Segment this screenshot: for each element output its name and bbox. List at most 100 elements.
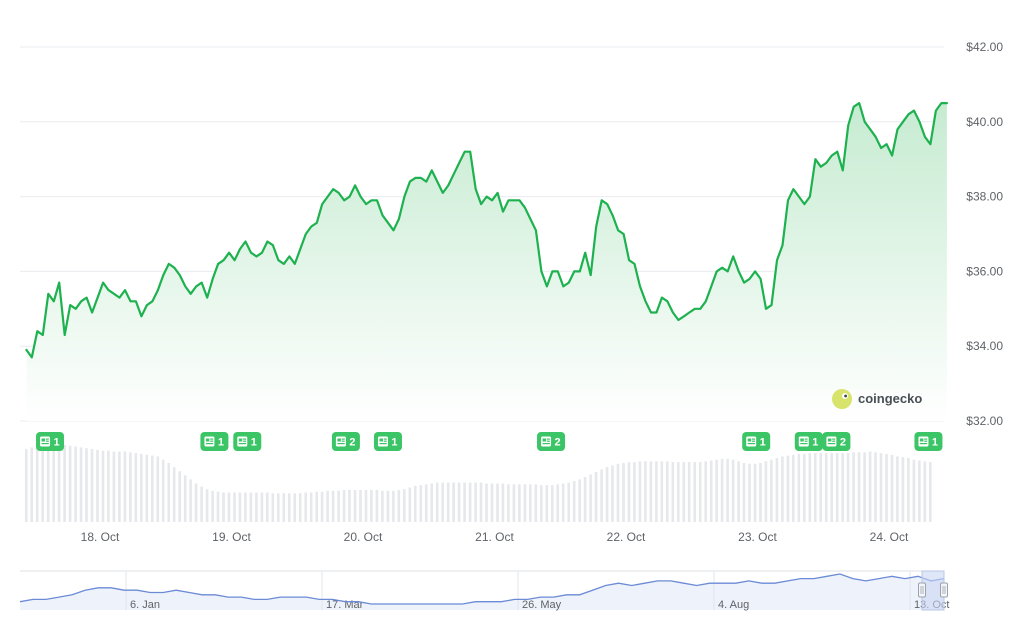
- volume-bar: [90, 449, 94, 522]
- volume-bar: [485, 483, 488, 522]
- volume-bar: [726, 458, 729, 522]
- volume-bar: [463, 482, 466, 522]
- volume-bar: [918, 460, 921, 522]
- coingecko-logo-icon: [832, 389, 852, 409]
- volume-bar: [622, 463, 625, 522]
- volume-bar: [414, 485, 417, 522]
- volume-bar: [781, 456, 784, 522]
- volume-bar: [824, 453, 828, 522]
- volume-bar: [611, 465, 614, 522]
- newspaper-icon: [40, 436, 51, 447]
- price-line[interactable]: [25, 102, 948, 359]
- news-badge-count: 2: [554, 437, 560, 449]
- volume-bar: [151, 455, 154, 522]
- volume-bar: [370, 490, 373, 522]
- price-line-group[interactable]: [25, 102, 948, 359]
- price-area-fill: [26, 103, 947, 421]
- volume-bar: [238, 492, 242, 522]
- volume-bar: [63, 444, 66, 522]
- volume-bar: [386, 490, 390, 522]
- volume-bar: [496, 483, 499, 522]
- volume-bar: [430, 483, 433, 522]
- volume-bar: [775, 458, 779, 522]
- news-badge[interactable]: 1: [200, 432, 229, 451]
- volume-bar: [30, 447, 33, 522]
- volume-bar: [85, 448, 88, 522]
- news-badge[interactable]: 2: [331, 432, 360, 451]
- volume-bar: [381, 490, 384, 522]
- volume-bar: [359, 490, 362, 522]
- news-badge[interactable]: 2: [537, 432, 566, 451]
- news-badge[interactable]: 1: [233, 432, 262, 451]
- volume-bar: [337, 490, 340, 522]
- navigator-tick-label: 6. Jan: [130, 599, 160, 611]
- x-tick-label: 23. Oct: [738, 530, 777, 544]
- price-area: [26, 103, 947, 421]
- news-badge[interactable]: 1: [914, 432, 943, 451]
- volume-bar: [309, 492, 313, 522]
- news-badge-count: 2: [840, 437, 846, 449]
- volume-bar: [529, 484, 532, 522]
- x-tick-label: 22. Oct: [607, 530, 646, 544]
- volume-bar: [424, 484, 428, 522]
- volume-bar: [260, 492, 264, 522]
- volume-bar: [46, 444, 50, 522]
- newspaper-icon: [377, 436, 388, 447]
- volume-bar: [627, 462, 631, 522]
- volume-bar: [835, 453, 839, 522]
- volume-bar: [923, 461, 927, 522]
- volume-bar: [216, 491, 220, 522]
- volume-bar: [452, 482, 455, 522]
- navigator-tick-label: 17. Mar: [326, 599, 364, 611]
- volume-bar: [534, 484, 538, 522]
- volume-bar: [397, 490, 401, 522]
- news-badge[interactable]: 1: [742, 432, 771, 451]
- volume-bar: [687, 462, 691, 522]
- volume-bar: [183, 475, 187, 522]
- volume-bar: [74, 446, 77, 522]
- volume-bar: [288, 493, 291, 522]
- volume-bar: [392, 490, 395, 522]
- volume-bar: [786, 455, 790, 522]
- news-badge[interactable]: 2: [822, 432, 851, 451]
- volume-bar: [709, 460, 713, 522]
- volume-bar: [698, 462, 702, 522]
- volume-bar: [96, 449, 99, 522]
- volume-bar: [249, 492, 253, 522]
- volume-bar: [112, 451, 116, 522]
- volume-bar: [589, 474, 592, 522]
- news-badge[interactable]: 1: [794, 432, 823, 451]
- volume-bar: [885, 453, 888, 522]
- navigator-handle[interactable]: [918, 582, 926, 598]
- news-badge[interactable]: 1: [36, 432, 65, 451]
- news-badge[interactable]: 1: [373, 432, 402, 451]
- volume-bar: [282, 493, 286, 522]
- news-badges[interactable]: 1 1 1 2 1 2 1 1 2 1: [36, 432, 943, 451]
- volume-bar: [271, 493, 275, 522]
- volume-bar: [507, 484, 510, 522]
- navigator-handle[interactable]: [940, 582, 948, 598]
- volume-bar: [764, 461, 768, 522]
- volume-bar: [868, 451, 872, 522]
- volume-bar: [320, 491, 324, 522]
- volume-bar: [660, 461, 664, 522]
- navigator-line: [19, 573, 945, 605]
- volume-bar: [666, 461, 669, 522]
- volume-bar: [671, 462, 675, 522]
- y-tick-label: $38.00: [966, 190, 1003, 204]
- coingecko-watermark: coingecko: [832, 389, 922, 409]
- volume-bar: [846, 453, 850, 522]
- volume-bar: [605, 467, 609, 522]
- coingecko-brand-text: coingecko: [858, 391, 922, 406]
- volume-bars: [25, 444, 932, 522]
- volume-bar: [129, 452, 132, 522]
- volume-bar: [200, 486, 203, 522]
- volume-bar: [435, 482, 439, 522]
- news-badge-count: 1: [53, 437, 59, 449]
- y-axis-labels: $32.00 $34.00 $36.00 $38.00 $40.00 $42.00: [966, 40, 1003, 428]
- volume-bar: [326, 490, 329, 522]
- news-badge-count: 1: [251, 437, 257, 449]
- volume-bar: [342, 490, 346, 522]
